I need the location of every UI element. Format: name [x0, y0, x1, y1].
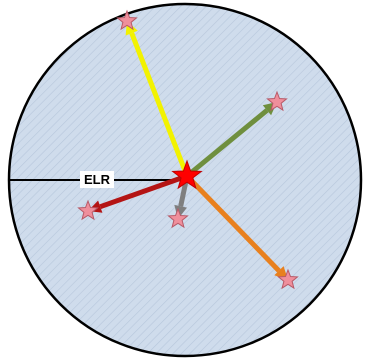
center-star-icon	[171, 159, 203, 190]
radius-label-background	[80, 171, 114, 188]
vector-red-target-star-icon	[77, 199, 99, 221]
vector-orange-shaft	[185, 174, 281, 273]
center-group	[171, 159, 203, 190]
vectors-group	[88, 21, 288, 280]
vector-gray-target-star-icon	[167, 207, 189, 229]
vector-yellow-shaft	[129, 32, 190, 177]
targets-group	[77, 9, 299, 290]
radius-label: ELR	[84, 172, 111, 187]
vector-olive-shaft	[185, 108, 269, 178]
vector-olive-target-star-icon	[266, 90, 288, 112]
vector-yellow-target-star-icon	[116, 9, 138, 31]
vector-red-shaft	[99, 173, 188, 210]
vector-orange-target-star-icon	[277, 268, 299, 290]
